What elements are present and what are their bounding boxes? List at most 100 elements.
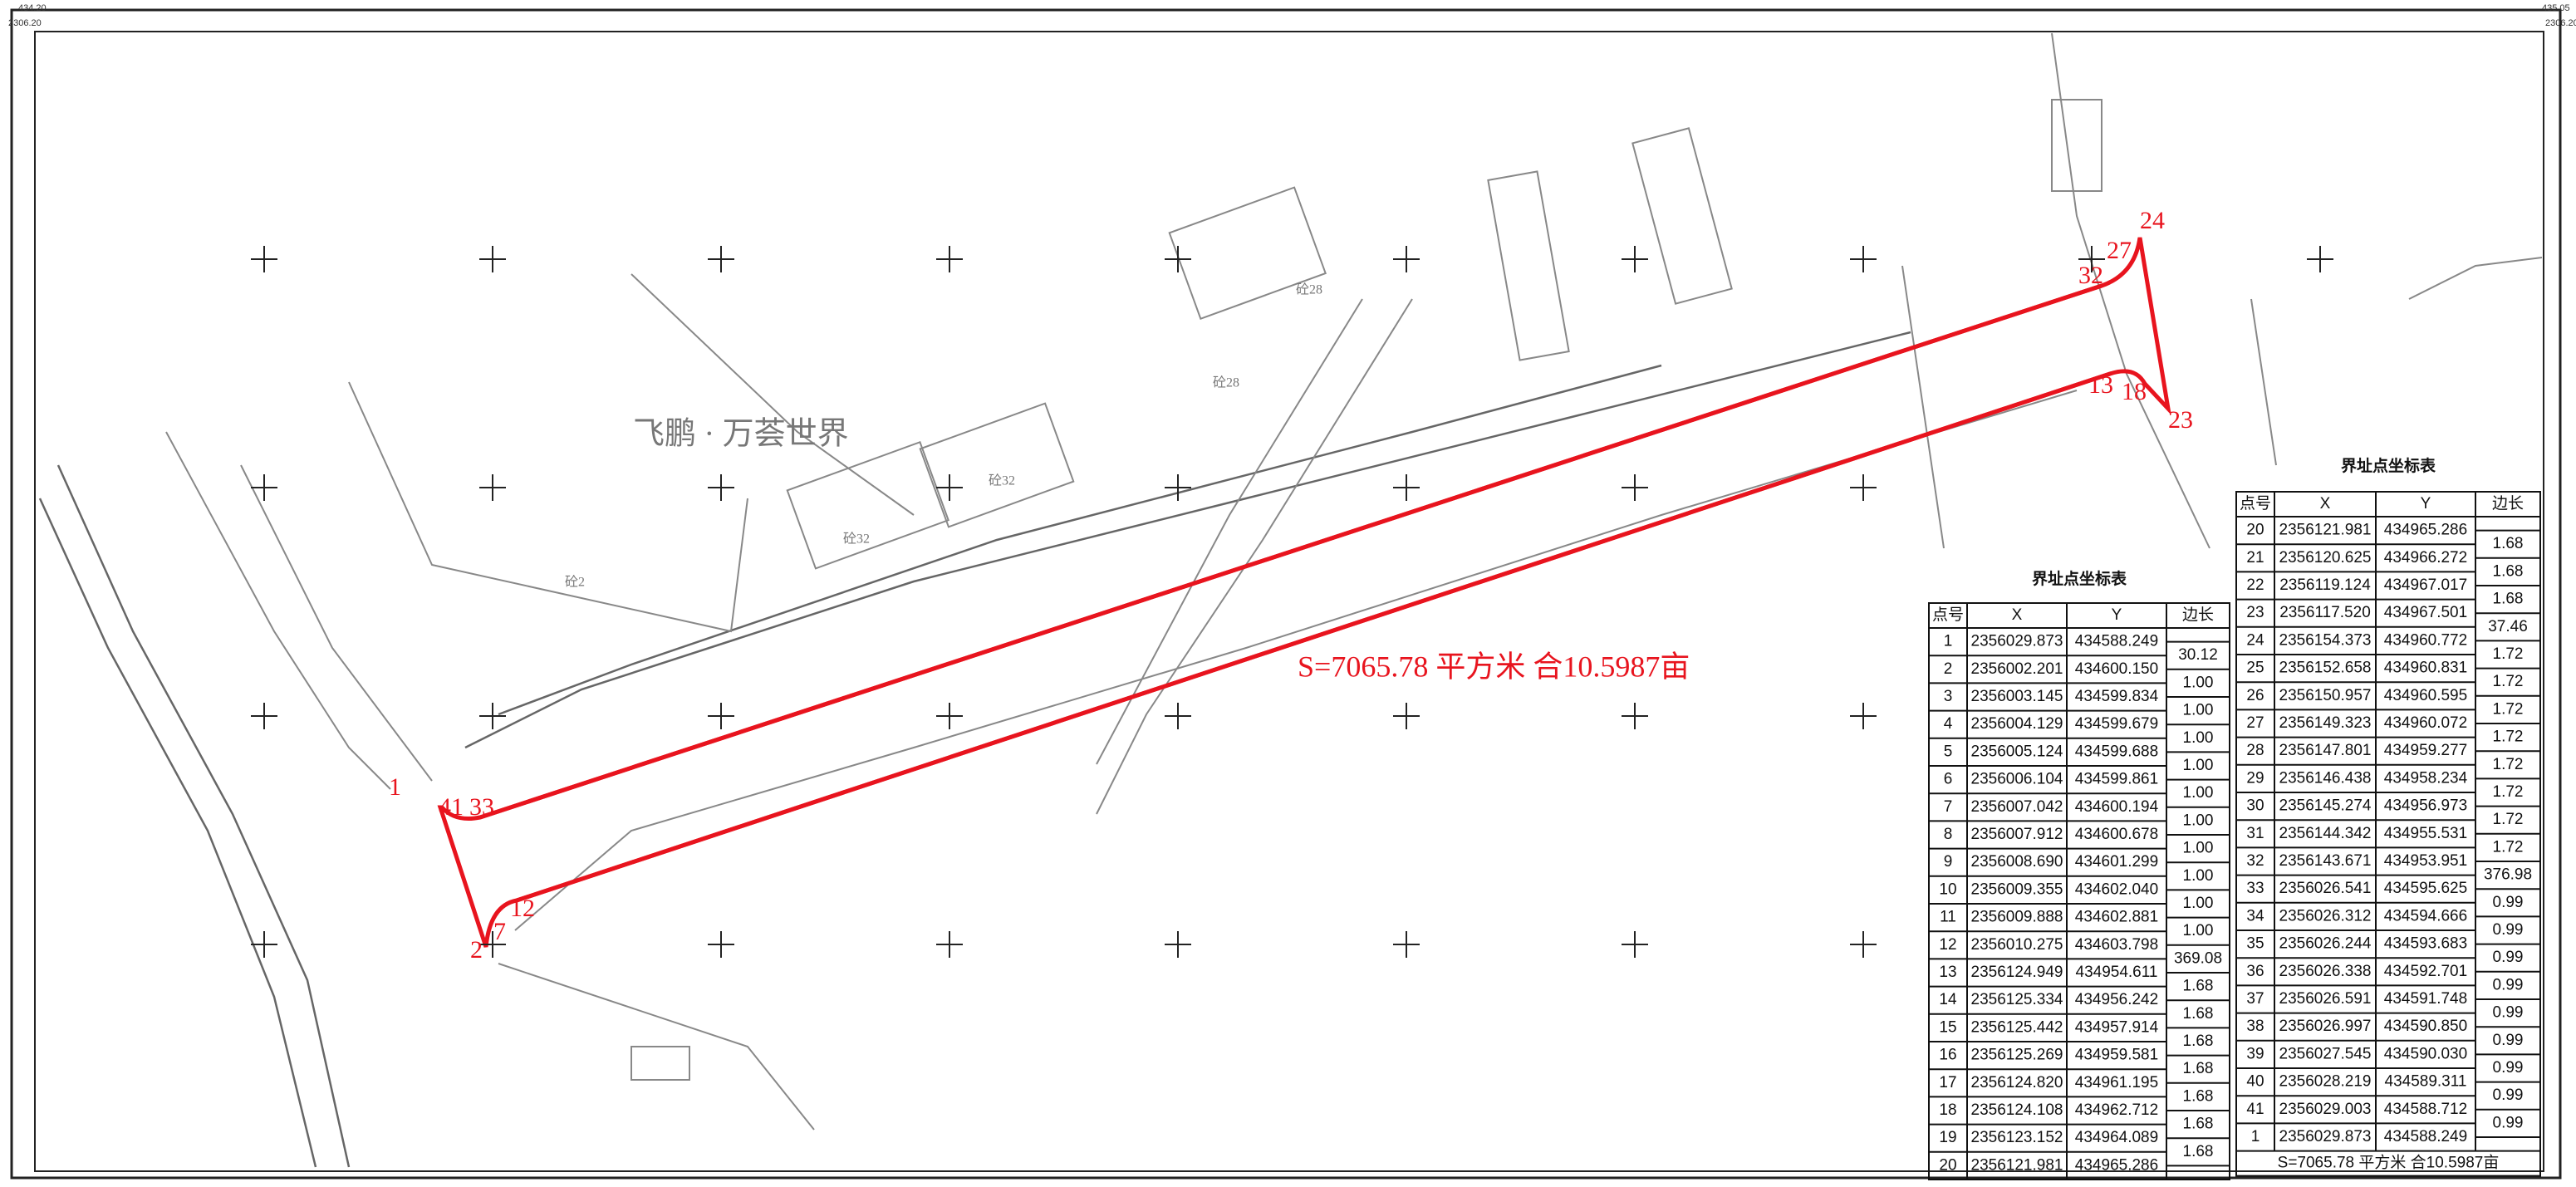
table-cell: 24: [2246, 631, 2264, 649]
edge-length: 1.00: [2183, 867, 2214, 885]
grid-cross: [936, 931, 963, 958]
boundary: [348, 381, 748, 633]
edge-length: 1.00: [2183, 702, 2214, 719]
table-cell: 2356002.201: [1971, 660, 2063, 678]
table-cell: 2356029.873: [2279, 1128, 2372, 1145]
table-cell: 2356007.042: [1971, 798, 2063, 816]
table-cell: 434964.089: [2075, 1129, 2158, 1146]
edge-length: 37.46: [2488, 618, 2528, 635]
table-cell: 20: [1939, 1156, 1956, 1174]
table-cell: 25: [2246, 660, 2264, 677]
table-cell: 434588.249: [2384, 1128, 2467, 1145]
table-cell: 3: [1944, 688, 1953, 705]
edge-length: 1.00: [2183, 757, 2214, 774]
road: [1096, 298, 1363, 765]
road: [498, 963, 815, 1131]
edge-length: 0.99: [2493, 949, 2524, 966]
building: [1631, 127, 1733, 305]
edge-length: 0.99: [2493, 921, 2524, 939]
table-cell: 2356026.244: [2279, 935, 2372, 953]
grid-cross: [1622, 931, 1648, 958]
boundary-line: [479, 283, 2111, 903]
grid-cross: [251, 246, 277, 272]
building: [1487, 170, 1570, 361]
table-cell: 2356003.145: [1971, 688, 2063, 705]
road: [498, 364, 1662, 716]
table-cell: 2356125.269: [1971, 1047, 2063, 1064]
table-cell: 434955.531: [2384, 825, 2467, 842]
edge-length: 1.00: [2183, 922, 2214, 939]
table-cell: 2356026.312: [2279, 907, 2372, 925]
edge-length: 0.99: [2493, 1086, 2524, 1104]
table-cell: 434960.772: [2384, 631, 2467, 649]
table-cell: 2356123.152: [1971, 1129, 2063, 1146]
point-label: 7: [493, 918, 506, 945]
table-cell: 2356008.690: [1971, 853, 2063, 871]
table-cell: 434960.072: [2384, 714, 2467, 732]
building: [2051, 99, 2103, 192]
grid-cross: [1850, 474, 1877, 501]
edge-length: 30.12: [2178, 646, 2218, 664]
table-cell: 21: [2246, 549, 2264, 567]
edge-length: 1.68: [2183, 1087, 2214, 1105]
table-cell: 434965.286: [2075, 1156, 2158, 1174]
table-cell: 40: [2246, 1073, 2264, 1091]
edge-length: 1.72: [2493, 811, 2524, 828]
table-cell: 2356149.323: [2279, 714, 2372, 732]
edge-length: 1.72: [2493, 783, 2524, 801]
table-cell: 36: [2246, 963, 2264, 980]
edge-length: 1.68: [2493, 591, 2524, 608]
grid-cross: [1165, 246, 1191, 272]
table-cell: 2356119.124: [2279, 576, 2371, 594]
table-cell: 2356009.355: [1971, 880, 2063, 898]
grid-cross: [479, 246, 506, 272]
table-cell: 434590.030: [2384, 1045, 2467, 1062]
table-header: X: [2012, 606, 2023, 624]
road: [2408, 257, 2543, 300]
road: [165, 431, 391, 790]
grid-cross: [936, 474, 963, 501]
table-cell: 434599.861: [2075, 771, 2158, 788]
table-cell: 434595.625: [2384, 880, 2467, 897]
table-cell: 7: [1944, 798, 1953, 816]
building-label: 砼28: [1296, 282, 1322, 297]
table-cell: 2356029.873: [1971, 633, 2063, 650]
edge-length: 1.68: [2493, 562, 2524, 580]
edge-length: 1.68: [2183, 1005, 2214, 1023]
edge-length: 1.72: [2493, 728, 2524, 746]
table-cell: 9: [1944, 853, 1953, 871]
table-cell: 434592.701: [2384, 963, 2467, 980]
edge-length: 376.98: [2484, 866, 2532, 884]
table-cell: 2356004.129: [1971, 715, 2063, 733]
table-cell: 434954.611: [2076, 964, 2158, 981]
table-cell: 5: [1944, 743, 1953, 760]
point-label: 27: [2107, 237, 2132, 264]
table-cell: 22: [2246, 576, 2264, 594]
grid-cross: [251, 931, 277, 958]
point-label: 41: [439, 793, 464, 821]
grid-cross: [1165, 931, 1191, 958]
table-cell: 26: [2246, 687, 2264, 704]
table-cell: 434961.195: [2075, 1074, 2158, 1091]
table-cell: 18: [1939, 1101, 1956, 1119]
point-label: 12: [510, 895, 535, 922]
table-cell: 2: [1944, 660, 1953, 678]
edge-length: 1.68: [2183, 1143, 2214, 1160]
table-cell: 434600.150: [2075, 660, 2158, 678]
table-cell: 33: [2246, 880, 2264, 897]
grid-cross: [1393, 474, 1420, 501]
table-frame: [1928, 602, 2230, 1180]
place-name: 飞鹏 · 万荟世界: [633, 417, 849, 452]
table-cell: 1: [2251, 1128, 2260, 1145]
edge-length: 1.68: [2183, 1060, 2214, 1077]
table-cell: 434962.712: [2075, 1101, 2158, 1119]
point-label: 1: [389, 773, 401, 801]
table-cell: 2356026.591: [2279, 990, 2372, 1008]
table-cell: 15: [1939, 1018, 1956, 1036]
table-header: X: [2320, 495, 2331, 513]
grid-cross: [479, 931, 506, 958]
grid-cross: [1165, 474, 1191, 501]
table-cell: 6: [1944, 771, 1953, 788]
building-label: 砼32: [989, 473, 1015, 488]
